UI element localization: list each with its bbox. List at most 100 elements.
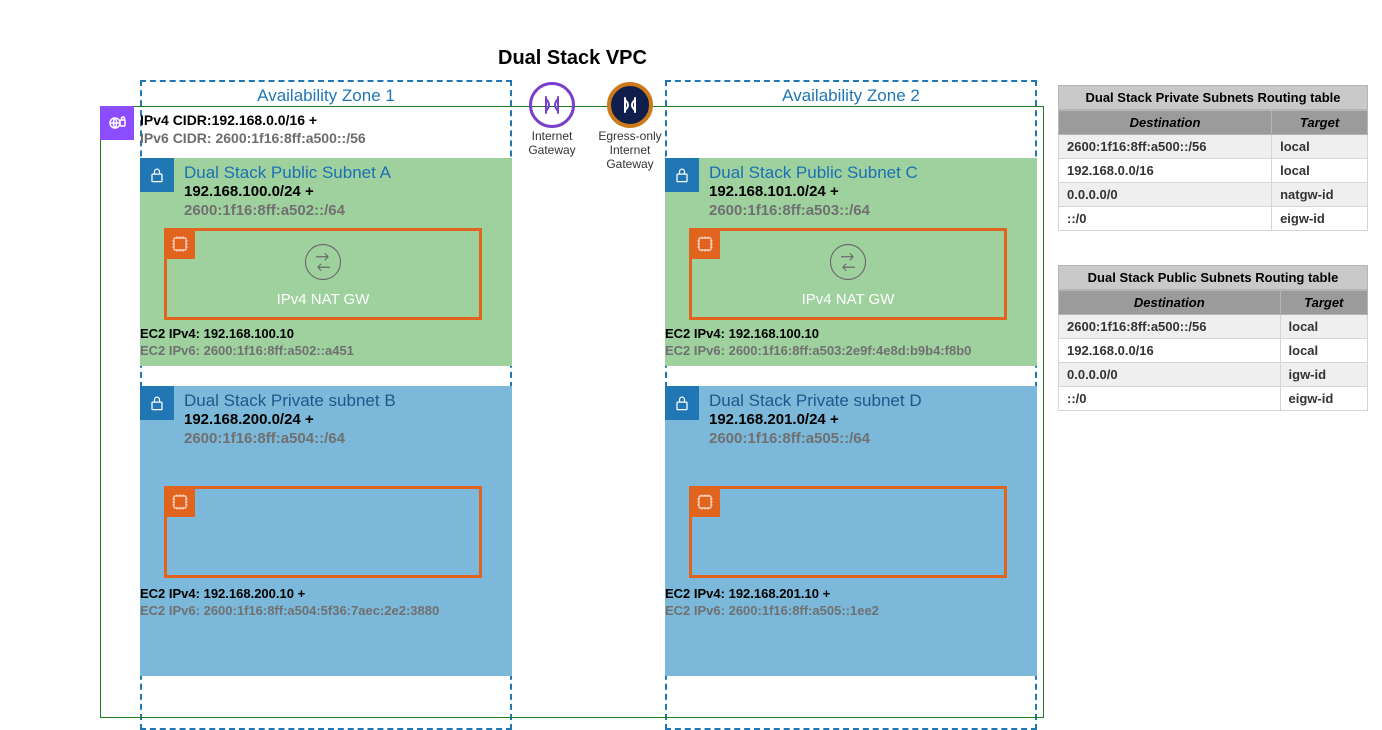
public-routing-table: Dual Stack Public Subnets Routing table … xyxy=(1058,265,1368,411)
subnet-b-ec2: EC2 IPv4: 192.168.200.10 + EC2 IPv6: 260… xyxy=(140,586,439,620)
subnet-c-ec2: EC2 IPv4: 192.168.100.10 EC2 IPv6: 2600:… xyxy=(665,326,971,360)
table-cell: ::/0 xyxy=(1059,207,1272,231)
subnet-c-ipv6: 2600:1f16:8ff:a503::/64 xyxy=(709,202,918,221)
ec2-v4-label: EC2 IPv4: xyxy=(140,586,204,601)
subnet-lock-icon xyxy=(140,158,174,192)
ec2-instance-d xyxy=(689,486,1007,578)
table-cell: 192.168.0.0/16 xyxy=(1059,339,1281,363)
public-subnet-a: Dual Stack Public Subnet A 192.168.100.0… xyxy=(140,158,512,366)
internet-gateway: Internet Gateway xyxy=(517,82,587,171)
table-row: 192.168.0.0/16local xyxy=(1059,159,1368,183)
ec2-v4-label: EC2 IPv4: xyxy=(665,586,729,601)
subnet-b-name: Dual Stack Private subnet B xyxy=(184,390,396,411)
subnet-b-header: Dual Stack Private subnet B 192.168.200.… xyxy=(184,390,396,449)
private-subnet-b: Dual Stack Private subnet B 192.168.200.… xyxy=(140,386,512,676)
ec2-v4-label: EC2 IPv4: xyxy=(665,326,729,341)
rt-col-target: Target xyxy=(1272,111,1368,135)
nat-c-label: IPv4 NAT GW xyxy=(802,291,895,308)
table-row: ::/0eigw-id xyxy=(1059,207,1368,231)
table-cell: eigw-id xyxy=(1280,387,1367,411)
table-row: 192.168.0.0/16local xyxy=(1059,339,1368,363)
table-cell: local xyxy=(1280,315,1367,339)
nat-icon xyxy=(827,241,869,283)
subnet-a-header: Dual Stack Public Subnet A 192.168.100.0… xyxy=(184,162,391,221)
vpc-cidr-block: IPv4 CIDR:192.168.0.0/16 + IPv6 CIDR: 26… xyxy=(140,112,366,147)
instance-icon xyxy=(690,487,720,517)
ec2-instance-b xyxy=(164,486,482,578)
subnet-d-ipv6: 2600:1f16:8ff:a505::/64 xyxy=(709,430,922,449)
subnet-lock-icon xyxy=(665,158,699,192)
rt-public-body: 2600:1f16:8ff:a500::/56local192.168.0.0/… xyxy=(1059,315,1368,411)
ec2-v4: 192.168.201.10 + xyxy=(729,586,831,601)
table-row: 0.0.0.0/0natgw-id xyxy=(1059,183,1368,207)
subnet-c-header: Dual Stack Public Subnet C 192.168.101.0… xyxy=(709,162,918,221)
ec2-v6: 2600:1f16:8ff:a504:5f36:7aec:2e2:3880 xyxy=(204,603,440,618)
eigw-icon xyxy=(607,82,653,128)
ec2-v6: 2600:1f16:8ff:a505::1ee2 xyxy=(729,603,879,618)
table-row: ::/0eigw-id xyxy=(1059,387,1368,411)
table-cell: 0.0.0.0/0 xyxy=(1059,183,1272,207)
egress-only-gateway: Egress-only Internet Gateway xyxy=(595,82,665,171)
ec2-v6-label: EC2 IPv6: xyxy=(665,343,729,358)
subnet-d-ipv4: 192.168.201.0/24 + xyxy=(709,411,922,430)
subnet-a-name: Dual Stack Public Subnet A xyxy=(184,162,391,183)
az2-label: Availability Zone 2 xyxy=(667,86,1035,106)
table-row: 2600:1f16:8ff:a500::/56local xyxy=(1059,315,1368,339)
table-cell: 192.168.0.0/16 xyxy=(1059,159,1272,183)
vpc-ipv4: 192.168.0.0/16 + xyxy=(212,112,318,128)
table-cell: local xyxy=(1272,159,1368,183)
table-row: 0.0.0.0/0igw-id xyxy=(1059,363,1368,387)
table-cell: ::/0 xyxy=(1059,387,1281,411)
ec2-v4-label: EC2 IPv4: xyxy=(140,326,204,341)
subnet-lock-icon xyxy=(140,386,174,420)
az1-label: Availability Zone 1 xyxy=(142,86,510,106)
vpc-icon xyxy=(100,106,134,140)
private-subnet-d: Dual Stack Private subnet D 192.168.201.… xyxy=(665,386,1037,676)
subnet-a-ipv4: 192.168.100.0/24 + xyxy=(184,183,391,202)
ec2-v6-label: EC2 IPv6: xyxy=(140,603,204,618)
ec2-v4: 192.168.100.10 xyxy=(729,326,819,341)
table-cell: 0.0.0.0/0 xyxy=(1059,363,1281,387)
nat-gateway-a: IPv4 NAT GW xyxy=(164,228,482,320)
ec2-v4: 192.168.100.10 xyxy=(204,326,294,341)
rt-public-title: Dual Stack Public Subnets Routing table xyxy=(1058,265,1368,290)
nat-a-label: IPv4 NAT GW xyxy=(277,291,370,308)
gateways-group: Internet Gateway Egress-only Internet Ga… xyxy=(517,82,665,171)
subnet-a-ipv6: 2600:1f16:8ff:a502::/64 xyxy=(184,202,391,221)
rt-col-dest: Destination xyxy=(1059,111,1272,135)
private-routing-table: Dual Stack Private Subnets Routing table… xyxy=(1058,85,1368,231)
subnet-d-header: Dual Stack Private subnet D 192.168.201.… xyxy=(709,390,922,449)
ec2-v6-label: EC2 IPv6: xyxy=(140,343,204,358)
rt-col-dest: Destination xyxy=(1059,291,1281,315)
public-subnet-c: Dual Stack Public Subnet C 192.168.101.0… xyxy=(665,158,1037,366)
vpc-ipv6: 2600:1f16:8ff:a500::/56 xyxy=(215,130,365,146)
table-cell: 2600:1f16:8ff:a500::/56 xyxy=(1059,315,1281,339)
instance-icon xyxy=(165,487,195,517)
nat-icon xyxy=(302,241,344,283)
table-cell: natgw-id xyxy=(1272,183,1368,207)
eigw-label: Egress-only Internet Gateway xyxy=(595,130,665,171)
ec2-v6: 2600:1f16:8ff:a503:2e9f:4e8d:b9b4:f8b0 xyxy=(729,343,972,358)
ec2-v4: 192.168.200.10 + xyxy=(204,586,306,601)
rt-col-target: Target xyxy=(1280,291,1367,315)
subnet-c-name: Dual Stack Public Subnet C xyxy=(709,162,918,183)
rt-private-body: 2600:1f16:8ff:a500::/56local192.168.0.0/… xyxy=(1059,135,1368,231)
subnet-a-ec2: EC2 IPv4: 192.168.100.10 EC2 IPv6: 2600:… xyxy=(140,326,354,360)
ec2-v6: 2600:1f16:8ff:a502::a451 xyxy=(204,343,354,358)
rt-private-title: Dual Stack Private Subnets Routing table xyxy=(1058,85,1368,110)
subnet-b-ipv4: 192.168.200.0/24 + xyxy=(184,411,396,430)
table-row: 2600:1f16:8ff:a500::/56local xyxy=(1059,135,1368,159)
vpc-ipv6-label: IPv6 CIDR: xyxy=(140,130,215,146)
table-cell: 2600:1f16:8ff:a500::/56 xyxy=(1059,135,1272,159)
subnet-d-ec2: EC2 IPv4: 192.168.201.10 + EC2 IPv6: 260… xyxy=(665,586,879,620)
nat-gateway-c: IPv4 NAT GW xyxy=(689,228,1007,320)
table-cell: local xyxy=(1280,339,1367,363)
subnet-b-ipv6: 2600:1f16:8ff:a504::/64 xyxy=(184,430,396,449)
subnet-d-name: Dual Stack Private subnet D xyxy=(709,390,922,411)
ec2-v6-label: EC2 IPv6: xyxy=(665,603,729,618)
vpc-ipv4-label: IPv4 CIDR: xyxy=(140,112,212,128)
subnet-c-ipv4: 192.168.101.0/24 + xyxy=(709,183,918,202)
table-cell: eigw-id xyxy=(1272,207,1368,231)
subnet-lock-icon xyxy=(665,386,699,420)
igw-label: Internet Gateway xyxy=(517,130,587,158)
